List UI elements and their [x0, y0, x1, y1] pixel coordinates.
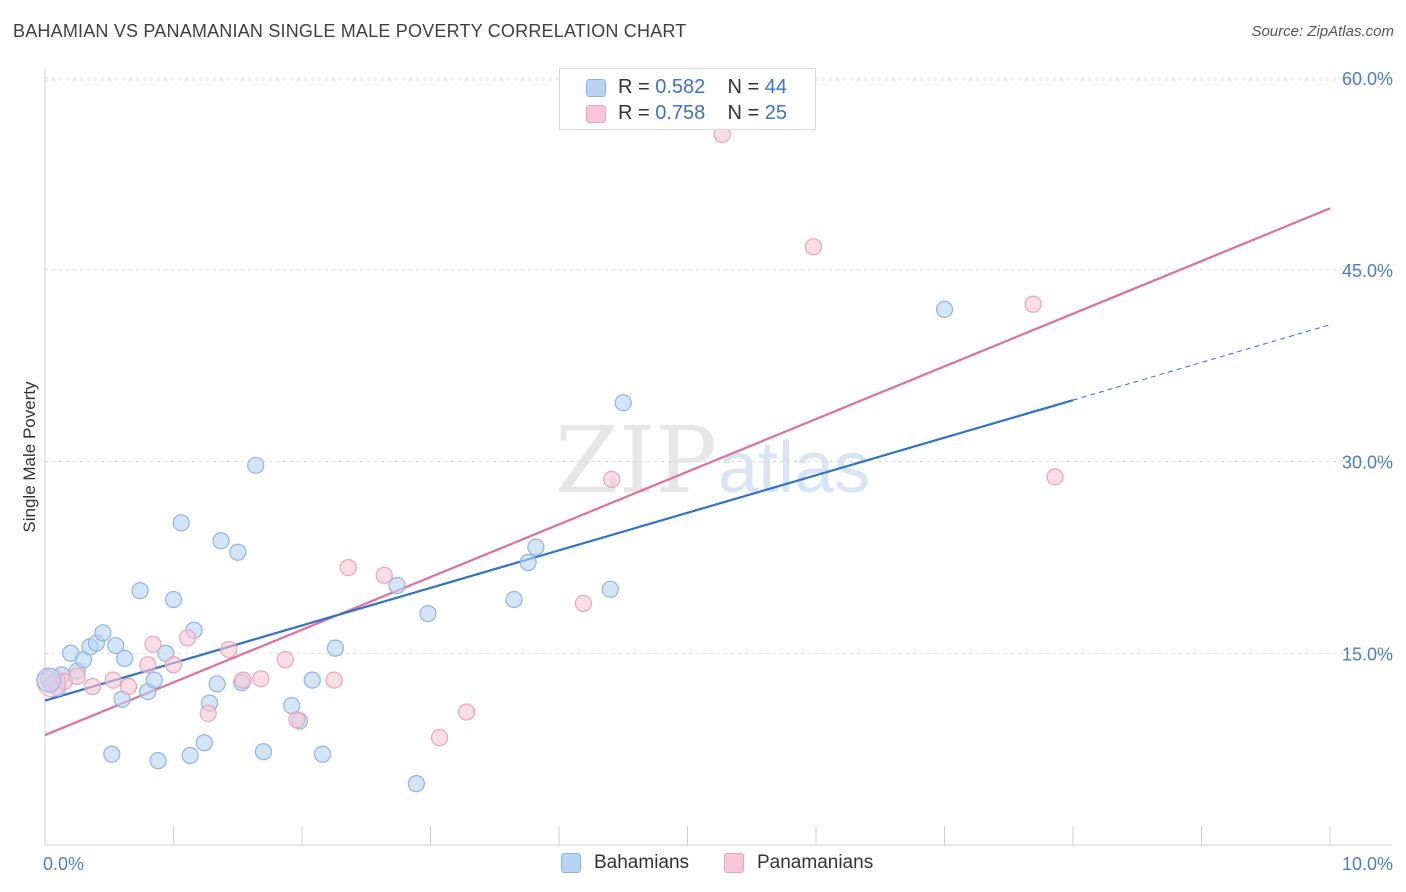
- tick-labels: 15.0% 30.0% 45.0% 60.0% 0.0% 10.0% Single Male…: [20, 69, 1393, 874]
- point-bahamians: [107, 636, 125, 655]
- point-bahamians: [164, 590, 183, 609]
- point-panamanians: [220, 640, 238, 659]
- point-panamanians: [288, 711, 306, 729]
- watermark-zip: ZIP: [555, 407, 717, 514]
- x-tick-label-min: 0.0%: [43, 854, 84, 874]
- point-panamanians: [179, 629, 197, 647]
- trend-line-bahamians: [44, 399, 1074, 702]
- point-bahamians: [519, 553, 537, 572]
- legend-n-value: 44: [764, 76, 788, 98]
- point-panamanians: [83, 677, 102, 696]
- y-tick-label: 45.0%: [1342, 261, 1393, 281]
- legend-r-label: R =: [618, 76, 650, 98]
- legend-r-value: 0.758: [655, 102, 706, 124]
- chart-title: BAHAMIAN VS PANAMANIAN SINGLE MALE POVER…: [13, 21, 687, 41]
- point-bahamians: [407, 775, 425, 793]
- point-bahamians: [419, 605, 437, 623]
- point-bahamians: [614, 394, 632, 412]
- legend-n-label: N =: [727, 76, 760, 98]
- axes: [44, 68, 1392, 846]
- point-bahamians-cluster: [36, 667, 62, 693]
- point-panamanians: [139, 656, 157, 674]
- trend-lines: [44, 207, 1331, 737]
- point-panamanians: [1024, 295, 1042, 313]
- legend-r-value: 0.582: [655, 76, 706, 98]
- point-panamanians: [574, 594, 593, 612]
- point-panamanians: [325, 671, 343, 689]
- point-panamanians: [199, 704, 217, 722]
- point-panamanians: [144, 635, 162, 653]
- trend-line-bahamians-extension: [1072, 324, 1331, 401]
- point-bahamians: [181, 746, 199, 765]
- source-label: Source: ZipAtlas.com: [1251, 23, 1394, 40]
- legend-swatch-panamanians: [586, 105, 606, 123]
- point-bahamians: [935, 300, 954, 318]
- trend-line-panamanians: [44, 207, 1331, 737]
- point-bahamians: [254, 743, 273, 761]
- point-panamanians: [234, 671, 252, 689]
- point-bahamians: [505, 590, 523, 609]
- point-bahamians: [208, 675, 226, 693]
- point-panamanians: [68, 667, 86, 685]
- point-panamanians: [104, 671, 122, 689]
- legend-r-label: R =: [618, 102, 650, 124]
- y-tick-label: 60.0%: [1342, 69, 1393, 89]
- bottom-legend-swatch-panamanians: [724, 853, 744, 873]
- point-panamanians: [430, 729, 449, 747]
- point-panamanians: [119, 677, 138, 696]
- point-bahamians: [145, 671, 163, 689]
- point-bahamians: [94, 624, 112, 642]
- y-tick-label: 30.0%: [1342, 453, 1393, 473]
- point-panamanians: [603, 470, 621, 488]
- point-bahamians: [229, 543, 247, 561]
- x-tick-label-max: 10.0%: [1342, 854, 1393, 874]
- watermark-atlas: atlas: [718, 428, 870, 508]
- point-panamanians: [339, 559, 357, 577]
- bottom-legend-swatch-bahamians: [561, 853, 581, 873]
- point-bahamians: [131, 582, 149, 600]
- point-bahamians: [247, 456, 265, 474]
- point-bahamians: [527, 538, 545, 556]
- point-bahamians: [149, 752, 167, 770]
- bottom-legend-label-bahamians: Bahamians: [594, 852, 690, 873]
- y-tick-label: 15.0%: [1342, 644, 1393, 664]
- point-bahamians: [212, 532, 230, 550]
- point-bahamians: [103, 745, 121, 763]
- legend-swatch-bahamians: [586, 79, 606, 97]
- point-bahamians: [195, 734, 213, 752]
- bottom-legend-label-panamanians: Panamanians: [757, 852, 874, 873]
- point-bahamians: [388, 576, 406, 595]
- point-bahamians: [116, 649, 134, 667]
- point-panamanians: [164, 656, 183, 674]
- data-points: [36, 125, 1064, 793]
- point-bahamians: [601, 580, 620, 598]
- point-bahamians: [326, 639, 345, 657]
- point-panamanians: [457, 703, 476, 721]
- point-bahamians: [303, 671, 321, 689]
- y-axis-label: Single Male Poverty: [20, 381, 39, 533]
- point-bahamians: [313, 745, 332, 763]
- point-panamanians: [804, 238, 823, 256]
- legend-n-label: N =: [727, 102, 760, 124]
- point-panamanians: [1046, 468, 1064, 486]
- stats-legend: R = 0.582 N = 44 R = 0.758 N = 25: [559, 68, 816, 130]
- point-panamanians: [252, 670, 270, 688]
- legend-n-value: 25: [764, 102, 788, 124]
- point-bahamians: [172, 514, 190, 532]
- point-panamanians: [276, 651, 294, 669]
- point-panamanians: [375, 566, 393, 584]
